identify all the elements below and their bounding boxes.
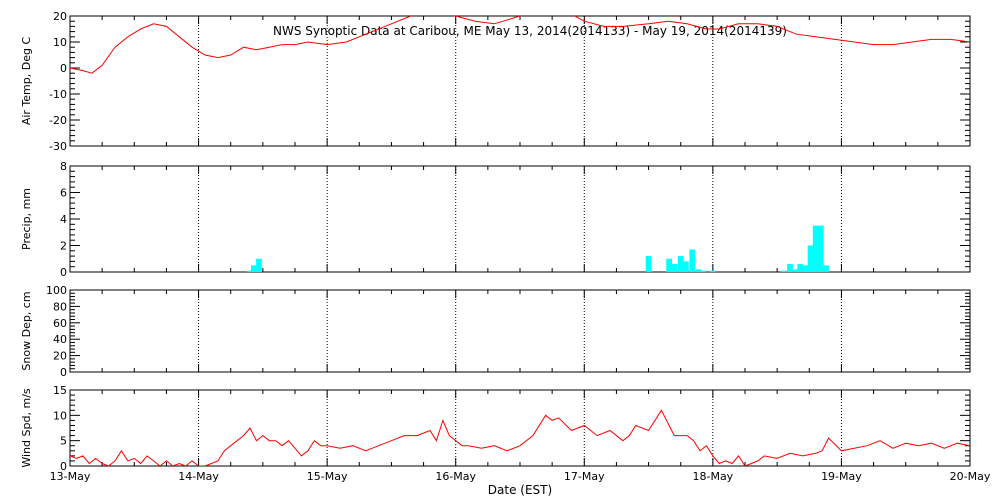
- x-tick-label: 20-May: [950, 470, 991, 483]
- y-tick-label: -30: [49, 140, 67, 153]
- precip-bar: [797, 264, 804, 272]
- precip-bar: [645, 256, 652, 272]
- plot-frame: [69, 389, 971, 467]
- x-tick-label: 19-May: [821, 470, 862, 483]
- y-tick-label: 60: [53, 317, 67, 330]
- y-tick-label: 20: [53, 10, 67, 23]
- precip-bar: [700, 270, 707, 272]
- y-tick-label: 0: [60, 266, 67, 279]
- y-axis-label: Air Temp, Deg C: [20, 37, 33, 126]
- y-tick-label: 40: [53, 333, 67, 346]
- precip-bar: [689, 249, 696, 272]
- panel-wind-speed: 0 5 10 15 Wind Spd, m/s: [20, 384, 971, 473]
- precip-bar: [709, 270, 716, 272]
- x-tick-label: 13-May: [50, 470, 91, 483]
- precip-bar: [256, 258, 262, 272]
- y-tick-label: 0: [60, 62, 67, 75]
- x-tick-label: 17-May: [564, 470, 605, 483]
- y-tick-label: 0: [60, 460, 67, 473]
- precip-bar: [247, 270, 253, 272]
- y-tick-label: -20: [49, 114, 67, 127]
- air-temp-series-line: [70, 16, 970, 74]
- plot-frame: [69, 165, 971, 273]
- y-tick-label: 10: [53, 36, 67, 49]
- y-tick-label: -10: [49, 88, 67, 101]
- y-tick-label: 20: [53, 350, 67, 363]
- x-tick-label: 18-May: [692, 470, 733, 483]
- y-tick-label: 0: [60, 366, 67, 379]
- panel-precip: 0 2 4 6 8 Precip, mm: [20, 160, 971, 279]
- y-axis-label: Snow Dep, cm: [20, 291, 33, 370]
- precip-bar: [695, 269, 702, 272]
- precip-bar: [802, 265, 809, 272]
- precip-bar: [671, 264, 678, 272]
- wind-speed-series-line: [70, 409, 970, 466]
- precip-bar: [817, 225, 824, 272]
- y-tick-label: 10: [53, 409, 67, 422]
- y-tick-label: 8: [60, 160, 67, 173]
- chart-title: NWS Synoptic Data at Caribou, ME May 13,…: [273, 24, 787, 38]
- x-tick-label: 15-May: [307, 470, 348, 483]
- precip-bar: [780, 270, 787, 272]
- precip-bar: [677, 256, 684, 272]
- precip-bar: [823, 265, 829, 272]
- plot-frame: [69, 289, 971, 373]
- y-tick-label: 6: [60, 187, 67, 200]
- x-tick-label: 16-May: [435, 470, 476, 483]
- x-axis-label: Date (EST): [488, 483, 552, 497]
- y-axis-label: Wind Spd, m/s: [20, 388, 33, 468]
- y-axis-label: Precip, mm: [20, 188, 33, 250]
- precip-bar: [787, 264, 793, 272]
- y-tick-label: 100: [46, 284, 67, 297]
- x-tick-label: 14-May: [178, 470, 219, 483]
- y-tick-label: 5: [60, 435, 67, 448]
- y-tick-label: 2: [60, 240, 67, 253]
- precip-bar: [666, 258, 673, 272]
- precip-bar: [807, 245, 814, 272]
- panel-air-temp: 20 10 0 -10 -20 -30 Air Temp, Deg C: [20, 10, 971, 153]
- panel-snow-depth: 0 20 40 60 80 100 Snow Dep, cm: [20, 284, 971, 379]
- y-tick-label: 15: [53, 384, 67, 397]
- precip-bar: [250, 265, 257, 272]
- y-tick-label: 4: [60, 213, 67, 226]
- precip-bar: [812, 225, 819, 272]
- precip-bar: [793, 269, 800, 272]
- precip-bar: [682, 261, 689, 272]
- y-tick-label: 80: [53, 300, 67, 313]
